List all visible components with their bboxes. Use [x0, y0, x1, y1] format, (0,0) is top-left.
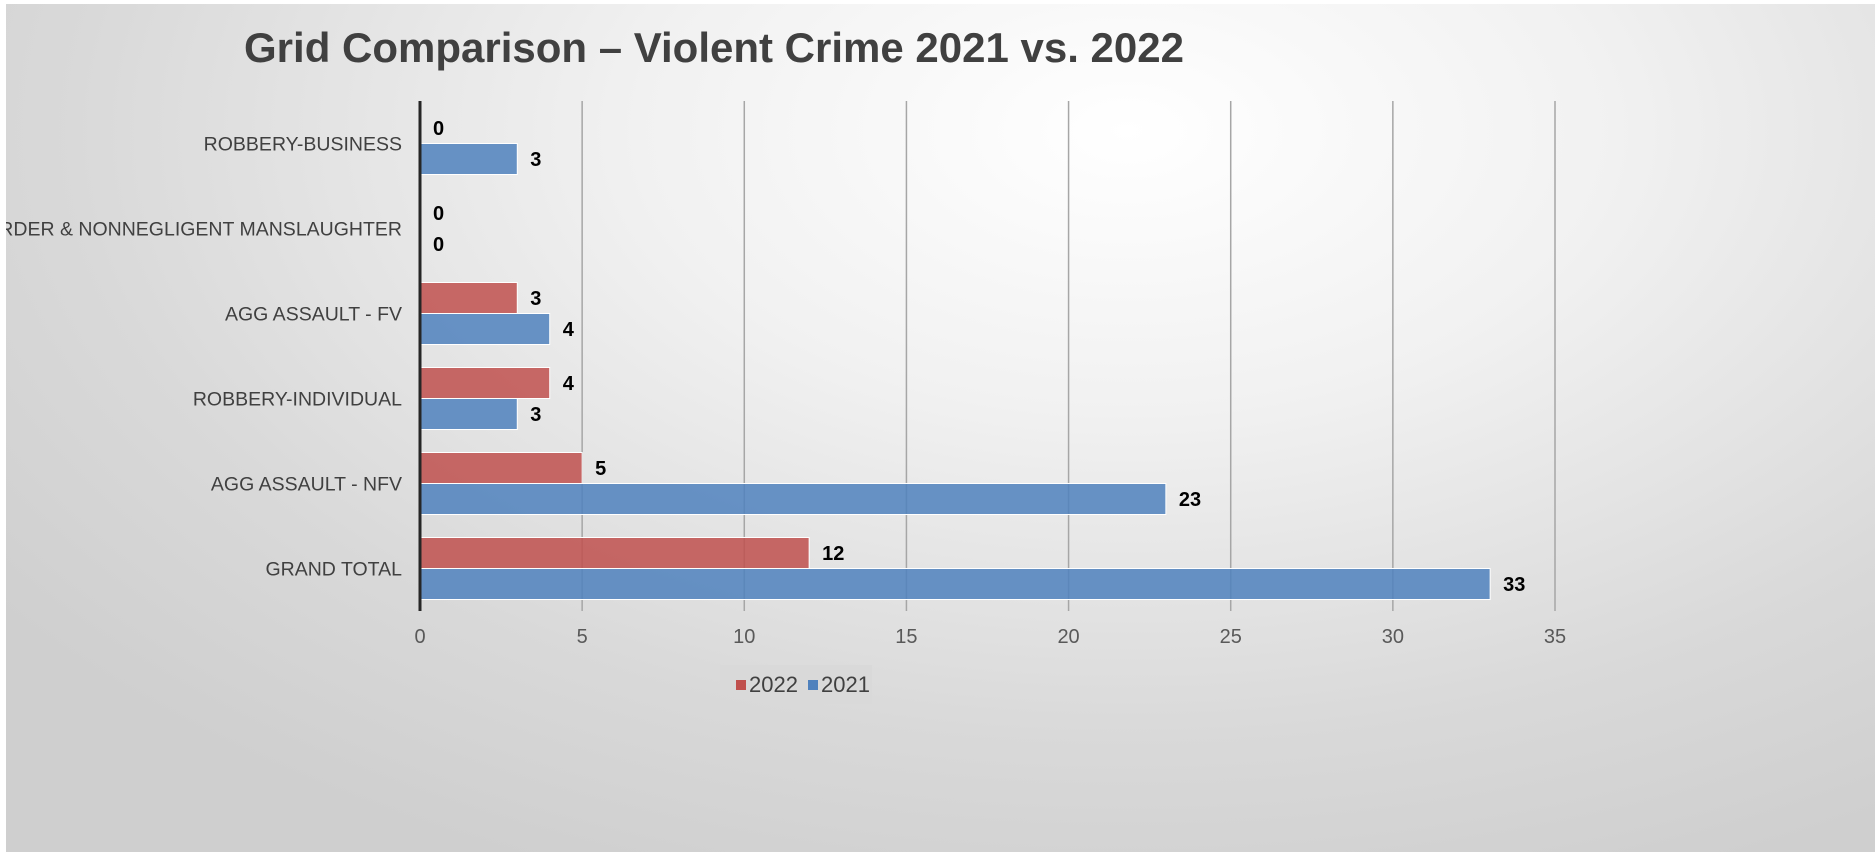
legend-swatch-2022 [736, 680, 746, 690]
bar-2022 [419, 367, 551, 399]
data-label: 12 [822, 543, 844, 565]
chart-title: Grid Comparison – Violent Crime 2021 vs.… [244, 24, 1184, 71]
bar-2021 [419, 398, 518, 430]
category-label: AGG ASSAULT - FV [225, 304, 402, 326]
bar-2022 [419, 537, 810, 569]
x-tick-label: 0 [414, 626, 425, 648]
x-tick-label: 25 [1220, 626, 1242, 648]
bar-2021 [419, 313, 551, 345]
data-label: 4 [563, 373, 575, 395]
data-label: 5 [595, 458, 606, 480]
data-label: 0 [433, 234, 444, 256]
category-label: AGG ASSAULT - NFV [211, 474, 402, 496]
legend-label: 2021 [821, 672, 870, 697]
bar-2022 [419, 452, 583, 484]
data-label: 0 [433, 203, 444, 225]
data-label: 0 [433, 118, 444, 140]
data-label: 23 [1179, 489, 1201, 511]
x-tick-label: 5 [577, 626, 588, 648]
chart-area: Grid Comparison – Violent Crime 2021 vs.… [6, 4, 1875, 852]
data-label: 4 [563, 319, 575, 341]
bar-2021 [419, 483, 1167, 515]
data-label: 3 [530, 404, 541, 426]
category-label: MURDER & NONNEGLIGENT MANSLAUGHTER [6, 219, 402, 241]
category-label: ROBBERY-BUSINESS [204, 134, 402, 156]
x-tick-label: 35 [1544, 626, 1566, 648]
bar-chart: Grid Comparison – Violent Crime 2021 vs.… [6, 24, 1566, 704]
legend-label: 2022 [749, 672, 798, 697]
legend-swatch-2021 [808, 680, 818, 690]
x-tick-label: 10 [733, 626, 755, 648]
bar-2021 [419, 143, 518, 175]
data-label: 33 [1503, 574, 1525, 596]
bars [419, 143, 1491, 600]
x-tick-label: 30 [1382, 626, 1404, 648]
data-label: 3 [530, 288, 541, 310]
x-tick-label: 15 [895, 626, 917, 648]
data-label: 3 [530, 149, 541, 171]
gridlines [581, 101, 1556, 611]
category-label: ROBBERY-INDIVIDUAL [193, 389, 402, 411]
legend: 2022 2021 [720, 665, 872, 704]
bar-2022 [419, 282, 518, 314]
bar-2021 [419, 568, 1491, 600]
category-label: GRAND TOTAL [265, 559, 402, 581]
x-tick-label: 20 [1057, 626, 1079, 648]
